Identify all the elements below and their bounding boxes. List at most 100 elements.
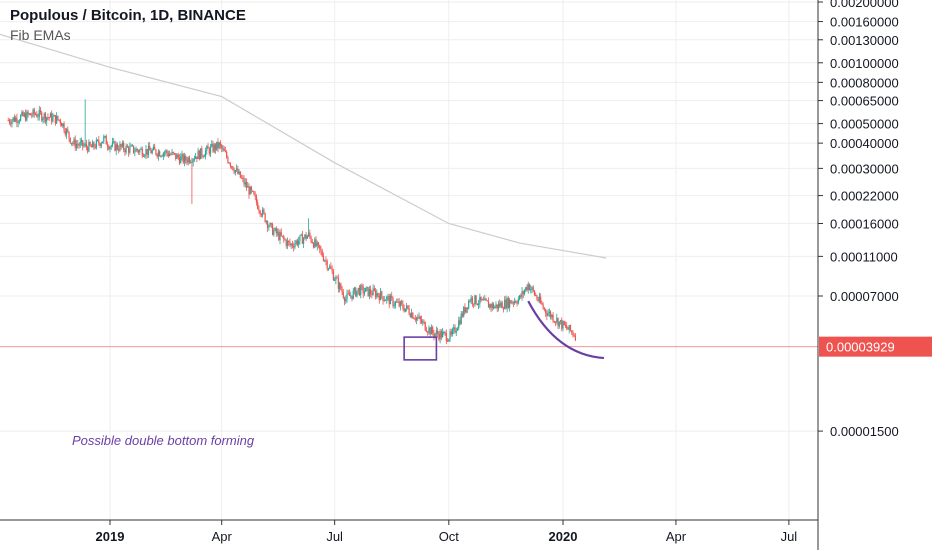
candle-body (330, 266, 332, 269)
candle-body (242, 177, 244, 179)
candle-body (25, 113, 27, 121)
candle-body (521, 291, 523, 298)
candle-body (62, 123, 64, 127)
candle-body (481, 299, 483, 301)
candle-body (465, 307, 467, 313)
candle-body (90, 145, 92, 148)
candle-body (134, 151, 136, 153)
candle-body (309, 232, 311, 237)
candle-body (166, 150, 168, 154)
candle-body (38, 109, 40, 117)
candle-body (82, 140, 84, 147)
candle-body (140, 148, 142, 150)
candle-body (454, 327, 456, 333)
candle-body (130, 145, 132, 147)
candle-body (204, 150, 207, 157)
candle-body (41, 112, 43, 121)
candle-body (499, 303, 501, 307)
time-tick-label: Oct (439, 529, 460, 544)
candle-body (10, 122, 12, 125)
candle-body (123, 142, 125, 150)
candle-body (531, 287, 533, 290)
candle-body (372, 288, 374, 296)
candle-body (507, 298, 509, 308)
candle-body (264, 213, 266, 223)
candle-body (487, 301, 490, 308)
candle-body (172, 152, 174, 154)
candle-body (120, 144, 122, 147)
candle-body (219, 142, 222, 146)
candle-body (417, 317, 419, 319)
candle-body (17, 121, 19, 123)
candle-body (545, 309, 547, 313)
candle-body (506, 298, 508, 309)
candle-body (424, 321, 426, 331)
candle-body (433, 333, 435, 337)
candle-body (367, 287, 369, 297)
candle-body (79, 141, 81, 146)
price-tick-label: 0.00030000 (830, 161, 899, 176)
candle-body (252, 190, 254, 192)
candle-body (104, 136, 106, 138)
candle-body (100, 143, 102, 146)
candle-body (343, 297, 346, 302)
candle-body (415, 317, 418, 320)
candle-body (329, 266, 331, 269)
candle-body (435, 330, 438, 334)
candle-body (52, 116, 54, 122)
candle-body (72, 142, 74, 144)
candle-body (540, 296, 542, 303)
candle-body (526, 287, 528, 291)
candle-body (150, 150, 152, 154)
candle-body (126, 145, 128, 148)
candle-body (568, 325, 570, 330)
candle-body (260, 214, 263, 216)
candle-body (569, 325, 572, 331)
candle-body (444, 332, 446, 334)
candle-body (450, 331, 452, 335)
candle-body (438, 334, 440, 340)
candle-body (279, 232, 281, 240)
candle-body (281, 235, 284, 237)
candle-body (111, 141, 114, 146)
candle-body (103, 136, 105, 142)
candle-body (456, 328, 459, 331)
candle-body (222, 148, 224, 150)
annotation-text: Possible double bottom forming (72, 433, 255, 448)
candle-body (68, 131, 70, 138)
candle-body (214, 144, 217, 150)
candle-body (234, 170, 236, 173)
price-tick-label: 0.00100000 (830, 56, 899, 71)
candle-body (132, 145, 135, 153)
candle-body (175, 153, 177, 159)
candle-body (484, 298, 486, 301)
candle-body (77, 144, 79, 146)
candle-body (351, 295, 353, 299)
candle-body (226, 151, 228, 158)
candle-body (356, 290, 358, 297)
candle-body (12, 117, 14, 121)
candle-body (320, 249, 322, 251)
candle-body (65, 129, 68, 135)
candle-body (165, 150, 167, 153)
candle-body (145, 149, 147, 156)
candle-body (420, 319, 423, 323)
candle-body (284, 238, 286, 241)
candle-body (536, 295, 538, 300)
candle-body (485, 298, 487, 301)
candle-body (237, 168, 239, 174)
candle-body (298, 240, 300, 245)
candle-body (291, 243, 294, 247)
candle-body (388, 296, 390, 305)
candle-body (208, 148, 210, 154)
candle-body (389, 295, 392, 305)
candle-body (353, 287, 356, 291)
candle-body (106, 144, 109, 147)
price-tick-label: 0.00022000 (830, 189, 899, 204)
candle-body (32, 109, 34, 116)
price-tick-label: 0.00160000 (830, 15, 899, 30)
candle-body (16, 117, 18, 123)
time-tick-label: Jul (781, 529, 798, 544)
candle-body (325, 260, 327, 262)
